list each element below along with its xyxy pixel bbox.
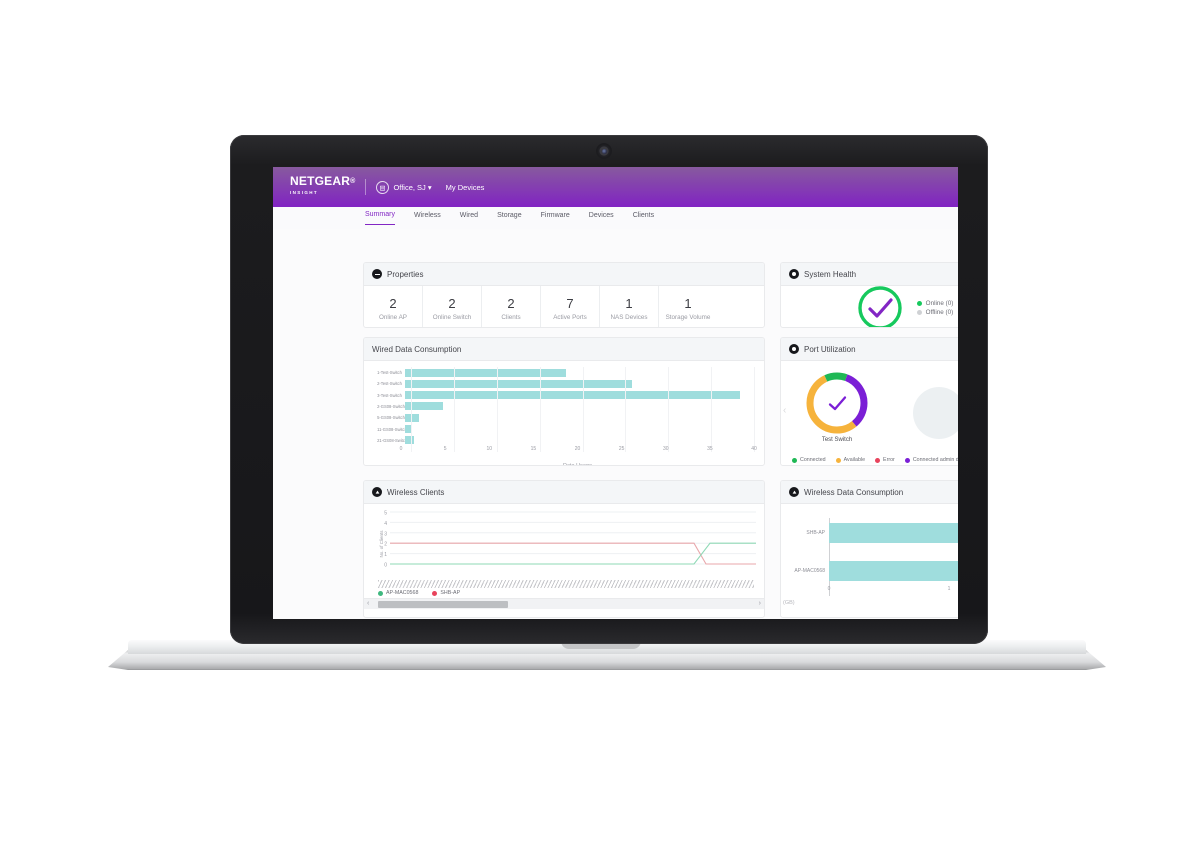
svg-text:5: 5 <box>384 511 387 517</box>
svg-text:0: 0 <box>384 563 387 569</box>
svg-text:1: 1 <box>384 552 387 558</box>
svg-text:2: 2 <box>384 542 387 548</box>
svg-text:4: 4 <box>384 521 387 527</box>
svg-text:3: 3 <box>384 531 387 537</box>
